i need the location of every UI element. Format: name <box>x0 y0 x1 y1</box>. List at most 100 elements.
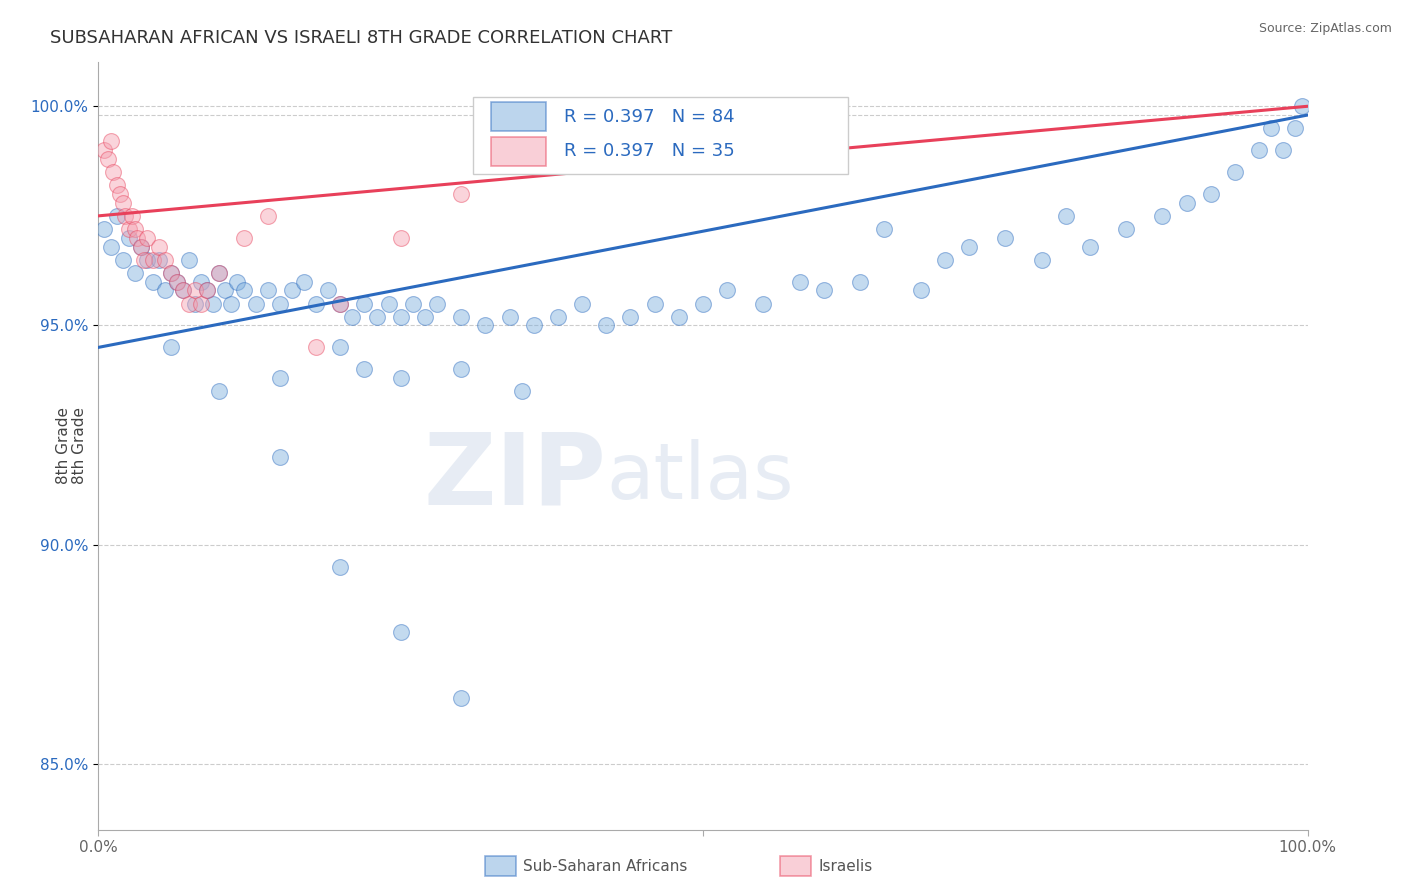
Point <box>389 625 412 640</box>
Point <box>342 310 364 324</box>
Point <box>1284 121 1306 136</box>
Point <box>426 296 449 310</box>
Point <box>571 152 593 166</box>
Point <box>179 296 201 310</box>
Point <box>402 296 425 310</box>
Point <box>232 231 254 245</box>
Point <box>873 222 896 236</box>
Point <box>172 284 194 298</box>
Point <box>118 231 141 245</box>
Text: ZIP: ZIP <box>423 428 606 525</box>
Point <box>523 318 546 333</box>
Point <box>166 275 188 289</box>
Point <box>316 284 339 298</box>
Point <box>1199 186 1222 201</box>
Point <box>813 121 835 136</box>
FancyBboxPatch shape <box>474 97 848 174</box>
Text: 8th Grade: 8th Grade <box>56 408 70 484</box>
Point <box>957 239 980 253</box>
Point <box>232 284 254 298</box>
Point <box>547 310 569 324</box>
Point <box>148 239 170 253</box>
Point <box>1152 209 1174 223</box>
Point <box>166 275 188 289</box>
Point <box>172 284 194 298</box>
Point <box>329 296 352 310</box>
Point <box>789 275 811 289</box>
Point <box>184 284 207 298</box>
Point <box>644 296 666 310</box>
Point <box>668 310 690 324</box>
Point <box>813 284 835 298</box>
Point <box>160 340 183 354</box>
Point <box>208 266 231 280</box>
Point <box>994 231 1017 245</box>
Point <box>1260 121 1282 136</box>
Point <box>1078 239 1101 253</box>
Point <box>353 296 375 310</box>
Point <box>1223 165 1246 179</box>
Point <box>93 222 115 236</box>
FancyBboxPatch shape <box>492 136 546 166</box>
Point <box>510 384 533 399</box>
Point <box>129 239 152 253</box>
Point <box>366 310 388 324</box>
Point <box>1272 143 1295 157</box>
Point <box>1054 209 1077 223</box>
Point <box>111 195 134 210</box>
Point <box>184 296 207 310</box>
Point <box>329 559 352 574</box>
Point <box>101 165 124 179</box>
Point <box>160 266 183 280</box>
Point <box>619 310 641 324</box>
Point <box>129 239 152 253</box>
Point <box>114 209 136 223</box>
Point <box>377 296 399 310</box>
Point <box>245 296 267 310</box>
Point <box>450 691 472 706</box>
Point <box>305 296 328 310</box>
Point <box>195 284 218 298</box>
Point <box>474 318 496 333</box>
Point <box>692 134 714 148</box>
Point <box>413 310 436 324</box>
Point <box>269 450 291 464</box>
Point <box>108 186 131 201</box>
Text: R = 0.397   N = 35: R = 0.397 N = 35 <box>564 143 735 161</box>
Point <box>1031 252 1053 267</box>
Text: R = 0.397   N = 84: R = 0.397 N = 84 <box>564 108 734 126</box>
Text: atlas: atlas <box>606 439 794 515</box>
Point <box>1249 143 1271 157</box>
Point <box>571 296 593 310</box>
Point <box>124 222 146 236</box>
Point <box>153 284 176 298</box>
Text: SUBSAHARAN AFRICAN VS ISRAELI 8TH GRADE CORRELATION CHART: SUBSAHARAN AFRICAN VS ISRAELI 8TH GRADE … <box>51 29 672 47</box>
FancyBboxPatch shape <box>492 103 546 131</box>
Point <box>153 252 176 267</box>
Point <box>389 310 412 324</box>
Point <box>450 362 472 376</box>
Point <box>142 275 165 289</box>
Point <box>1175 195 1198 210</box>
Point <box>752 296 775 310</box>
Point <box>934 252 956 267</box>
Point <box>135 231 157 245</box>
Point <box>498 310 520 324</box>
Point <box>93 143 115 157</box>
Point <box>100 134 122 148</box>
Point <box>105 178 128 193</box>
Point <box>121 209 143 223</box>
Text: Sub-Saharan Africans: Sub-Saharan Africans <box>523 859 688 873</box>
Point <box>135 252 157 267</box>
Y-axis label: 8th Grade: 8th Grade <box>72 408 87 484</box>
Point <box>692 296 714 310</box>
Point <box>100 239 122 253</box>
Point <box>595 318 617 333</box>
Point <box>910 284 932 298</box>
Point <box>214 284 236 298</box>
Point <box>142 252 165 267</box>
Point <box>389 371 412 385</box>
Point <box>1291 99 1313 113</box>
Point <box>190 296 212 310</box>
Point <box>353 362 375 376</box>
